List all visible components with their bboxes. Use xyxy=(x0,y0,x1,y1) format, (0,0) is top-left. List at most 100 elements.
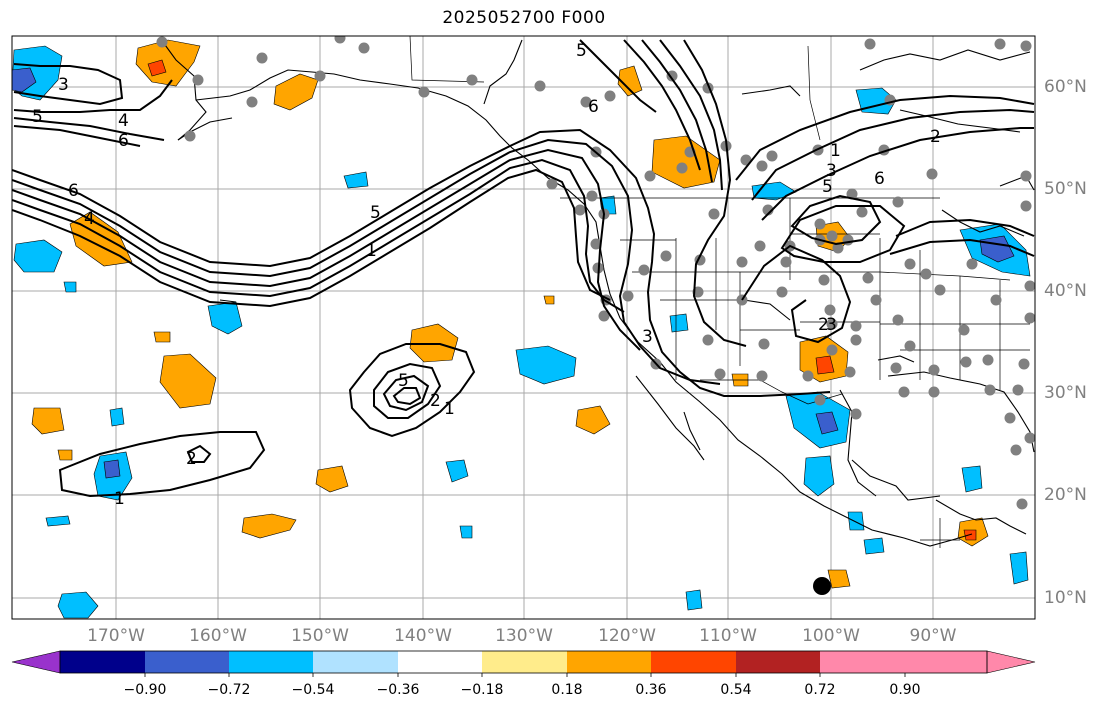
lon-label: 130°W xyxy=(495,626,553,646)
lat-label: 50°N xyxy=(1044,179,1087,199)
station-dot xyxy=(864,38,876,50)
colorbar-segment xyxy=(313,651,398,673)
station-dot xyxy=(192,74,204,86)
station-dot xyxy=(920,268,932,280)
station-dot xyxy=(156,36,168,48)
station-dot xyxy=(832,242,844,254)
colorbar-tick-label: −0.72 xyxy=(207,682,251,698)
contour-label: 5 xyxy=(32,107,43,127)
station-dot xyxy=(926,168,938,180)
station-dot xyxy=(1018,358,1030,370)
location-marker xyxy=(813,577,831,595)
station-dot xyxy=(660,250,672,262)
station-dot xyxy=(598,310,610,322)
station-dot xyxy=(818,274,830,286)
station-dot xyxy=(762,204,774,216)
station-dot xyxy=(756,370,768,382)
station-dot xyxy=(756,160,768,172)
station-dot xyxy=(184,130,196,142)
colorbar-segment xyxy=(736,651,820,673)
lat-label: 30°N xyxy=(1044,383,1087,403)
station-dot xyxy=(766,150,778,162)
station-dot xyxy=(714,368,726,380)
contours xyxy=(12,39,1035,498)
contour-label: 3 xyxy=(58,75,69,95)
station-dot xyxy=(1024,432,1035,444)
contour-labels: 3 4 5 6 6 4 5 1 5 6 3 2 1 3 5 6 2 3 5 2 … xyxy=(32,41,941,509)
station-dot xyxy=(466,74,478,86)
lon-label: 120°W xyxy=(598,626,656,646)
station-dot xyxy=(892,314,904,326)
station-dot xyxy=(644,170,656,182)
contour-label: 6 xyxy=(68,181,79,201)
station-dot xyxy=(334,36,346,44)
lon-label: 90°W xyxy=(909,626,957,646)
contour-label: 1 xyxy=(830,141,841,161)
station-dot xyxy=(418,86,430,98)
colorbar-segment xyxy=(567,651,651,673)
map-title: 2025052700 F000 xyxy=(442,8,606,28)
contour-label: 3 xyxy=(826,161,837,181)
contour-label: 6 xyxy=(874,169,885,189)
colorbar-tick-label: 0.72 xyxy=(804,682,836,698)
station-dot xyxy=(758,338,770,350)
contour-label: 2 xyxy=(430,391,441,411)
station-dot xyxy=(604,90,616,102)
contour-label: 5 xyxy=(398,371,409,391)
lon-label: 100°W xyxy=(802,626,860,646)
contour-label: 1 xyxy=(114,489,125,509)
station-dot xyxy=(256,52,268,64)
station-dot xyxy=(708,208,720,220)
station-dot xyxy=(892,196,904,208)
station-dot xyxy=(990,294,1002,306)
coastlines xyxy=(159,37,1035,547)
station-dot xyxy=(1020,170,1032,182)
station-dot xyxy=(1016,498,1028,510)
contour-label: 4 xyxy=(84,209,95,229)
station-dot xyxy=(850,334,862,346)
station-dot xyxy=(826,344,838,356)
station-dot xyxy=(586,190,598,202)
contour-label: 2 xyxy=(186,449,197,469)
contour-label: 5 xyxy=(822,177,833,197)
station-dot xyxy=(754,240,766,252)
colorbar-tick-label: −0.54 xyxy=(291,682,335,698)
lon-label: 160°W xyxy=(189,626,247,646)
colorbar-segment xyxy=(820,651,905,673)
station-dot xyxy=(776,286,788,298)
contour-label: 1 xyxy=(444,399,455,419)
station-dot xyxy=(826,318,838,330)
contour-label: 2 xyxy=(930,127,941,147)
station-dot xyxy=(546,178,558,190)
colorbar-tick-label: 0.36 xyxy=(635,682,667,698)
contour-label: 5 xyxy=(576,41,587,61)
contour-label: 4 xyxy=(118,111,129,131)
colorbar-segment xyxy=(651,651,736,673)
colorbar-tick-label: −0.18 xyxy=(460,682,504,698)
station-dot xyxy=(928,386,940,398)
station-dot xyxy=(1024,280,1035,292)
station-dot xyxy=(994,38,1006,50)
station-dot xyxy=(580,96,592,108)
colorbar-tick-label: 0.18 xyxy=(551,682,583,698)
station-dot xyxy=(960,356,972,368)
station-dot xyxy=(802,370,814,382)
colorbar-segment xyxy=(229,651,313,673)
station-dot xyxy=(890,362,902,374)
lat-label: 20°N xyxy=(1044,485,1087,505)
station-dot xyxy=(814,218,826,230)
station-dot xyxy=(898,386,910,398)
colorbar-segment xyxy=(145,651,229,673)
contour-label: 3 xyxy=(642,327,653,347)
station-dot xyxy=(862,272,874,284)
station-dot xyxy=(314,70,326,82)
station-dot xyxy=(534,80,546,92)
lat-label: 10°N xyxy=(1044,588,1087,608)
station-dot xyxy=(844,366,856,378)
contour-label: 5 xyxy=(370,203,381,223)
station-dot xyxy=(814,394,826,406)
station-dot xyxy=(1004,412,1016,424)
contour-label: 6 xyxy=(118,131,129,151)
station-dot xyxy=(358,42,370,54)
